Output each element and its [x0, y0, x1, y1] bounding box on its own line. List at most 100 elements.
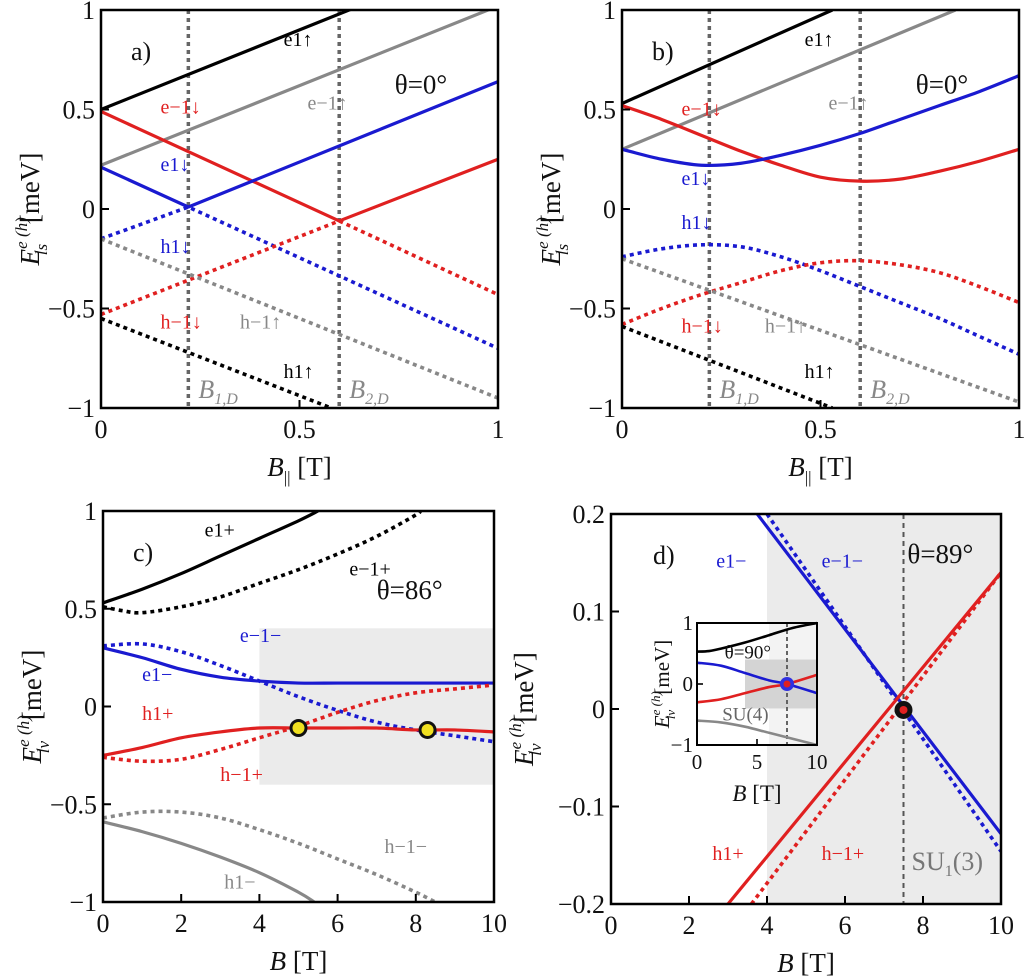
y-tick-label: −1	[588, 394, 616, 423]
x-tick-label: 2	[683, 911, 696, 940]
y-tick-label: 0.2	[573, 500, 606, 529]
y-tick-label: −1	[69, 888, 97, 917]
x-axis-symbol: B	[777, 948, 794, 977]
su3-subscript: 1	[945, 863, 953, 880]
inset-y-tick-label: −1	[671, 733, 693, 757]
panel-a: 0 0.5 1−1−0.500.51B|| [T]Ee (h)ls [meV]a)θ…	[12, 0, 505, 487]
x-tick-label: 0.5	[283, 415, 316, 444]
y-axis-symbol: E	[536, 248, 566, 266]
vline-subscript: 1,D	[214, 391, 238, 408]
plot-area	[622, 10, 1019, 408]
x-tick-label: 0	[616, 415, 629, 444]
series-label: e1↑	[284, 29, 313, 51]
series-line-h−1−	[103, 809, 437, 902]
marker-point-1	[899, 705, 908, 714]
inset-y-axis-subscript: lν	[663, 710, 678, 720]
x-tick-label: 2	[175, 909, 188, 938]
series-label: h−1+	[220, 764, 263, 786]
inset-x-axis-symbol: B	[732, 781, 746, 806]
x-tick-label: 8	[409, 909, 422, 938]
series-label: h−1↓	[161, 311, 202, 333]
x-axis-unit: [T]	[812, 452, 853, 482]
vline-subscript: 1,D	[735, 391, 759, 408]
series-label: e−1↑	[828, 93, 868, 115]
vline-symbol: B	[870, 375, 886, 404]
series-label: h−1↑	[240, 311, 281, 333]
inset-x-axis-title: B [T]	[732, 781, 781, 806]
series-label: h1↓	[682, 212, 712, 234]
inset-x-axis-unit: [T]	[746, 781, 781, 806]
y-axis-superscript: e (h)	[533, 217, 552, 249]
series-line-h1↑	[622, 324, 834, 408]
inset-marker-point	[783, 680, 791, 688]
series-label: e1−	[716, 551, 746, 573]
y-tick-label: −0.1	[558, 793, 605, 822]
series-label: e−1↓	[682, 98, 722, 120]
y-axis-title: Ee (h)ls [meV]	[533, 153, 572, 267]
shaded-region	[259, 628, 494, 785]
series-label: h1+	[142, 703, 173, 725]
y-tick-label: 1	[82, 0, 95, 25]
panel-c: 0 2 4 6 8 10 −1 −0.5 0 0.5 1 B [T] Ee (h)lν [meV] c) θ…	[14, 497, 507, 976]
su3-tail: (3)	[953, 847, 983, 876]
series-label: e1−	[142, 664, 172, 686]
vline-label-1: B1,D	[719, 375, 759, 408]
inset-series-h−	[696, 719, 818, 747]
series-label: h−1↓	[682, 315, 723, 337]
x-tick-label: 1	[1013, 415, 1024, 444]
inset-y-tick-label: 0	[683, 672, 694, 696]
angle-annotation: θ=0°	[916, 70, 968, 100]
vline-subscript: 2,D	[886, 391, 910, 408]
series-line-e1↑	[622, 10, 834, 105]
y-axis-superscript: e (h)	[506, 717, 525, 749]
inset-y-axis-unit: [meV]	[650, 640, 674, 700]
x-tick-label: 1	[492, 415, 505, 444]
y-tick-label: 0	[592, 695, 605, 724]
inset-angle-annotation: θ=90°	[725, 642, 771, 663]
vline-label-2: B2,D	[349, 375, 389, 408]
series-line-e1↓	[101, 80, 498, 209]
series-line-h−1↑	[622, 257, 1019, 404]
y-axis-subscript: ls	[32, 243, 51, 255]
y-axis-subscript: ls	[553, 243, 572, 255]
inset-su4-label: SU(4)	[722, 705, 768, 726]
series-label: h1+	[712, 843, 743, 865]
panel-d: 0 2 4 6 8 10−0.2−0.100.10.2B [T]Ee (h)lν [meV…	[506, 500, 1014, 977]
y-axis-symbol: E	[509, 749, 539, 767]
y-axis-unit: [meV]	[536, 153, 566, 230]
series-line-e−1↑	[101, 10, 493, 167]
inset-y-axis-superscript: e (h)	[648, 691, 663, 715]
vline-symbol: B	[198, 375, 214, 404]
y-tick-label: 0.1	[573, 598, 606, 627]
series-line-e1−	[103, 646, 494, 685]
series-label: e−1−	[822, 551, 863, 573]
series-line-h1−	[103, 820, 316, 902]
y-tick-label: −1	[67, 394, 95, 423]
plot-area	[103, 511, 494, 902]
inset-series-e1	[696, 621, 818, 653]
x-axis-title: B [T]	[270, 946, 328, 976]
panel-label: c)	[133, 538, 153, 567]
series-line-e−1↓	[622, 104, 1019, 183]
y-tick-label: −0.5	[50, 790, 97, 819]
series-label: h1↑	[284, 361, 314, 383]
y-tick-label: 0.5	[65, 595, 98, 624]
panel-label: d)	[653, 541, 675, 570]
series-label: e−1↓	[161, 96, 201, 118]
angle-annotation: θ=86°	[377, 575, 443, 605]
series-label: e1↑	[805, 29, 834, 51]
x-axis-unit: [T]	[286, 946, 327, 976]
series-label: h1−	[224, 871, 255, 893]
x-tick-label: 0.5	[804, 415, 837, 444]
series-label: e−1+	[349, 559, 390, 581]
x-axis-subscript: ||	[805, 468, 812, 487]
vline-symbol: B	[349, 375, 365, 404]
y-axis-unit: [meV]	[509, 652, 539, 729]
y-tick-label: 1	[603, 0, 616, 25]
x-tick-label: 6	[839, 911, 852, 940]
x-tick-label: 0	[605, 911, 618, 940]
y-tick-label: 0	[603, 195, 616, 224]
marker-point-2	[421, 723, 434, 736]
x-axis-unit: [T]	[794, 948, 835, 977]
